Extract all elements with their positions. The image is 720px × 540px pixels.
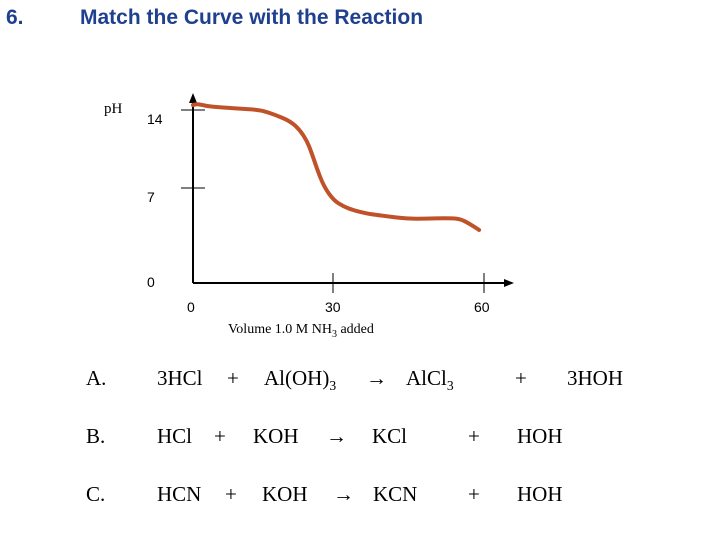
y-tick-label-14: 14 <box>147 111 163 127</box>
x-tick-label-0: 0 <box>187 299 195 315</box>
reaction-arrow: → <box>333 482 354 506</box>
plus-sign: + <box>468 424 480 448</box>
reactant-2: Al(OH)3 <box>264 366 337 393</box>
product-2: HOH <box>517 424 563 448</box>
y-axis-label: pH <box>104 101 123 117</box>
plus-sign: + <box>227 366 239 390</box>
y-tick-label-0: 0 <box>147 274 155 290</box>
reaction-arrow: → <box>366 366 387 390</box>
reactant-1: HCN <box>157 482 202 506</box>
titration-curve <box>191 102 482 232</box>
plus-sign: + <box>214 424 226 448</box>
reaction-arrow: → <box>326 424 347 448</box>
x-tick-label-30: 30 <box>325 299 341 315</box>
y-tick-label-7: 7 <box>147 189 155 205</box>
choice-letter: B. <box>86 424 106 448</box>
product-2: 3HOH <box>567 366 623 390</box>
x-tick-label-60: 60 <box>474 299 490 315</box>
x-axis-label: Volume 1.0 M NH3 added <box>228 322 374 340</box>
x-axis-arrow-icon <box>504 279 514 287</box>
question-number: 6. <box>6 6 24 29</box>
y-axis-arrow-icon <box>189 93 197 103</box>
reactant-2: KOH <box>262 482 308 506</box>
product-1: KCl <box>372 424 408 448</box>
reactant-2: KOH <box>253 424 299 448</box>
plus-sign: + <box>225 482 237 506</box>
question-title: Match the Curve with the Reaction <box>80 6 424 29</box>
choice-a: A. 3HCl + Al(OH)3 → AlCl3 + 3HOH <box>0 366 720 396</box>
titration-chart: pH 14 7 0 0 30 60 Volume 1.0 M NH3 added <box>104 93 514 340</box>
reactant-1: 3HCl <box>157 366 203 390</box>
choice-letter: A. <box>86 366 107 390</box>
product-2: HOH <box>517 482 563 506</box>
product-1: AlCl3 <box>406 366 454 393</box>
choice-letter: C. <box>86 482 106 506</box>
choice-c: C. HCN + KOH → KCN + HOH <box>0 482 720 512</box>
plus-sign: + <box>468 482 480 506</box>
product-1: KCN <box>373 482 418 506</box>
reactant-1: HCl <box>157 424 193 448</box>
plus-sign: + <box>515 366 527 390</box>
choice-b: B. HCl + KOH → KCl + HOH <box>0 424 720 454</box>
